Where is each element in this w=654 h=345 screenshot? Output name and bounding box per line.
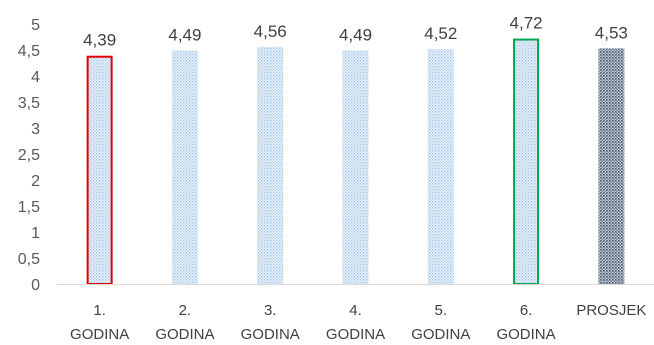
category-label: 3. xyxy=(264,302,277,319)
y-axis-tick-labels: 0 0,5 1 1,5 2 2,5 3 3,5 4 4,5 5 xyxy=(18,17,40,294)
bar-1 xyxy=(86,55,113,285)
bar-2 xyxy=(171,50,198,284)
category-label: 5. xyxy=(435,302,448,319)
bar-6 xyxy=(513,38,540,286)
y-tick-label: 3,5 xyxy=(18,95,40,112)
category-label: GODINA xyxy=(241,326,300,343)
bar-3 xyxy=(257,46,284,284)
data-label: 4,53 xyxy=(595,23,628,42)
category-label: PROSJEK xyxy=(576,302,646,319)
category-label: GODINA xyxy=(155,326,214,343)
data-label: 4,52 xyxy=(424,24,457,43)
bar-7 xyxy=(598,48,625,284)
x-axis-category-labels: 1. GODINA 2. GODINA 3. GODINA 4. GODINA 5. GODINA… xyxy=(70,302,646,343)
category-label: 2. xyxy=(179,302,192,319)
category-label: GODINA xyxy=(70,326,129,343)
y-tick-label: 3 xyxy=(31,121,40,138)
category-label: GODINA xyxy=(496,326,555,343)
bars-group xyxy=(86,38,625,286)
y-tick-label: 0,5 xyxy=(18,251,40,268)
y-tick-label: 2 xyxy=(31,173,40,190)
category-label: 1. xyxy=(93,302,106,319)
data-label: 4,56 xyxy=(254,22,287,41)
data-label: 4,49 xyxy=(339,26,372,45)
category-label: GODINA xyxy=(326,326,385,343)
bar-5 xyxy=(427,48,454,285)
category-label: 6. xyxy=(520,302,533,319)
y-tick-label: 5 xyxy=(31,17,40,34)
y-tick-label: 0 xyxy=(31,277,40,294)
category-label: GODINA xyxy=(411,326,470,343)
data-label: 4,49 xyxy=(168,26,201,45)
data-label: 4,39 xyxy=(83,31,116,50)
y-tick-label: 4 xyxy=(31,69,40,86)
category-label: 4. xyxy=(349,302,362,319)
y-tick-label: 4,5 xyxy=(18,43,40,60)
bar-4 xyxy=(342,50,369,284)
data-labels-group: 4,39 4,49 4,56 4,49 4,52 4,72 4,53 xyxy=(83,14,628,50)
data-label: 4,72 xyxy=(510,14,543,33)
y-tick-label: 1,5 xyxy=(18,199,40,216)
y-tick-label: 1 xyxy=(31,225,40,242)
y-tick-label: 2,5 xyxy=(18,147,40,164)
